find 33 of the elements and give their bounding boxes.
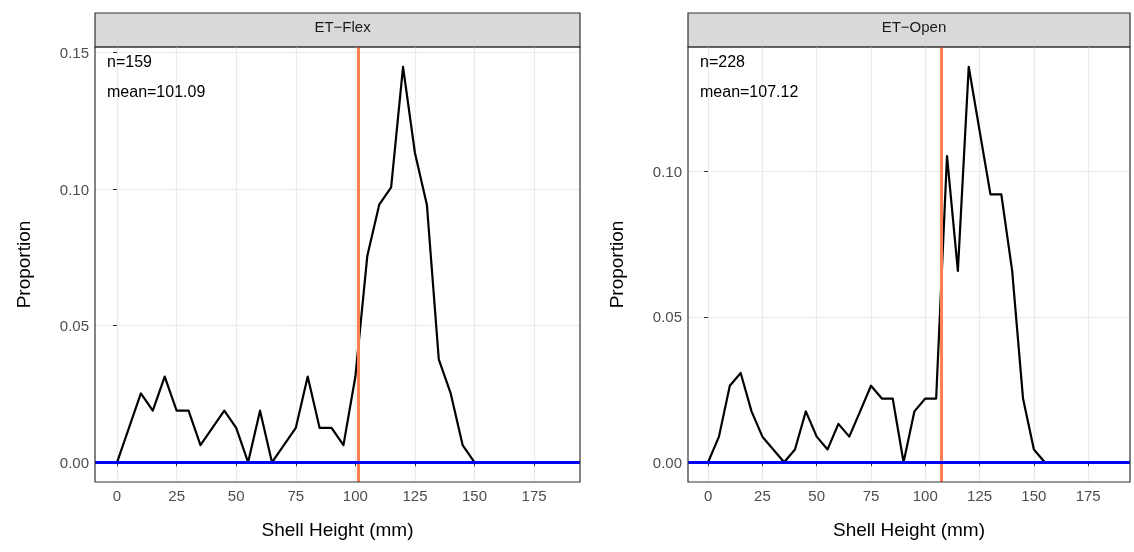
x-tick-label: 125 [967,487,993,504]
y-tick-label: 0.00 [59,453,89,471]
x-tick-label: 175 [521,487,547,504]
y-tick-label: 0.10 [652,162,682,180]
x-tick-label: 150 [462,487,488,504]
annotation: n=228 [700,52,746,70]
annotation: mean=107.12 [700,82,799,100]
y-tick-label: 0.05 [652,308,682,326]
chart-title: ET−Flex [314,18,372,35]
x-axis-title: Shell Height (mm) [261,519,414,540]
x-tick-label: 0 [703,487,713,504]
y-tick-label: 0.00 [652,453,682,471]
annotation: mean=101.09 [107,82,206,100]
x-axis-title: Shell Height (mm) [832,519,986,540]
y-axis-title: Proportion [13,220,34,309]
chart-title: ET−Open [881,18,947,35]
x-tick-label: 125 [402,487,428,504]
x-tick-label: 100 [342,487,368,504]
annotation: n=159 [107,52,153,70]
y-axis-title: Proportion [606,220,627,309]
x-tick-label: 25 [168,487,185,504]
x-tick-label: 75 [862,487,880,504]
y-tick-label: 0.05 [59,317,89,335]
x-tick-label: 75 [287,487,305,504]
x-tick-label: 150 [1021,487,1047,504]
y-tick-label: 0.15 [59,43,89,61]
x-tick-label: 50 [227,487,245,504]
x-tick-label: 175 [1075,487,1101,504]
x-tick-label: 25 [754,487,771,504]
x-tick-label: 50 [808,487,826,504]
y-tick-label: 0.10 [59,180,89,198]
x-tick-label: 100 [912,487,938,504]
x-tick-label: 0 [112,487,122,504]
